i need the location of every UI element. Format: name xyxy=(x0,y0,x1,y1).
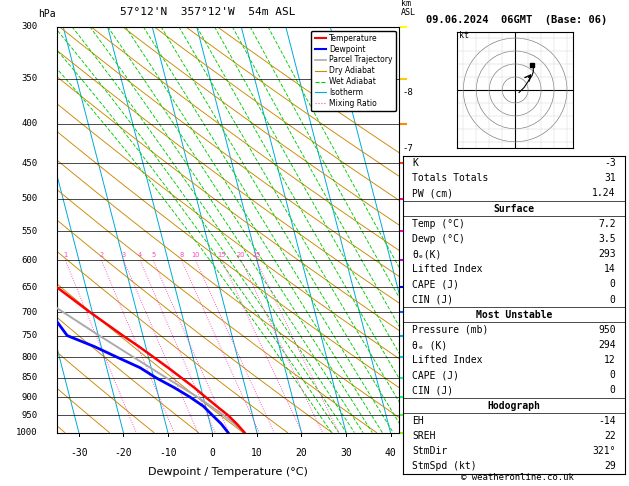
Text: 14: 14 xyxy=(604,264,616,274)
Text: Dewp (°C): Dewp (°C) xyxy=(412,234,465,244)
Legend: Temperature, Dewpoint, Parcel Trajectory, Dry Adiabat, Wet Adiabat, Isotherm, Mi: Temperature, Dewpoint, Parcel Trajectory… xyxy=(311,31,396,111)
Text: 0: 0 xyxy=(610,279,616,289)
Text: -1: -1 xyxy=(402,379,413,388)
Text: 2: 2 xyxy=(99,252,104,258)
Text: © weatheronline.co.uk: © weatheronline.co.uk xyxy=(460,473,574,482)
Text: K: K xyxy=(412,158,418,168)
Text: Lifted Index: Lifted Index xyxy=(412,355,482,365)
Text: 400: 400 xyxy=(21,119,38,128)
Text: Mixing Ratio (g/kg): Mixing Ratio (g/kg) xyxy=(453,184,463,276)
Text: PW (cm): PW (cm) xyxy=(412,189,453,198)
Text: Temp (°C): Temp (°C) xyxy=(412,219,465,229)
Text: kt: kt xyxy=(459,31,469,40)
Text: 350: 350 xyxy=(21,74,38,83)
Text: 30: 30 xyxy=(340,448,352,458)
Text: 293: 293 xyxy=(598,249,616,259)
Text: km
ASL: km ASL xyxy=(401,0,416,17)
Text: Totals Totals: Totals Totals xyxy=(412,173,489,183)
Text: 0: 0 xyxy=(610,385,616,396)
Text: 29: 29 xyxy=(604,461,616,471)
Text: 8: 8 xyxy=(179,252,184,258)
Text: -3: -3 xyxy=(402,315,413,324)
Text: θₑ (K): θₑ (K) xyxy=(412,340,447,350)
Text: 57°12'N  357°12'W  54m ASL: 57°12'N 357°12'W 54m ASL xyxy=(120,7,295,17)
Text: -4: -4 xyxy=(402,272,413,281)
Text: 900: 900 xyxy=(21,393,38,401)
Text: -6: -6 xyxy=(402,191,413,200)
Text: -8: -8 xyxy=(402,88,413,97)
Text: 800: 800 xyxy=(21,353,38,362)
Text: EH: EH xyxy=(412,416,424,426)
Text: Pressure (mb): Pressure (mb) xyxy=(412,325,489,335)
Text: 31: 31 xyxy=(604,173,616,183)
Text: 750: 750 xyxy=(21,331,38,340)
Text: 20: 20 xyxy=(296,448,308,458)
Text: 1.24: 1.24 xyxy=(593,189,616,198)
Text: StmSpd (kt): StmSpd (kt) xyxy=(412,461,477,471)
Text: -7: -7 xyxy=(402,143,413,153)
Text: CAPE (J): CAPE (J) xyxy=(412,279,459,289)
Text: 294: 294 xyxy=(598,340,616,350)
Text: 3.5: 3.5 xyxy=(598,234,616,244)
Text: 600: 600 xyxy=(21,256,38,265)
Text: -20: -20 xyxy=(114,448,132,458)
Text: 40: 40 xyxy=(385,448,396,458)
Text: 0: 0 xyxy=(610,295,616,305)
Text: hPa: hPa xyxy=(38,9,55,18)
Text: 25: 25 xyxy=(252,252,260,258)
Text: CIN (J): CIN (J) xyxy=(412,385,453,396)
Text: 700: 700 xyxy=(21,308,38,317)
Text: -30: -30 xyxy=(70,448,87,458)
Text: 300: 300 xyxy=(21,22,38,31)
Text: CAPE (J): CAPE (J) xyxy=(412,370,459,381)
Text: Surface: Surface xyxy=(493,204,535,213)
Text: 500: 500 xyxy=(21,194,38,204)
Text: SREH: SREH xyxy=(412,431,435,441)
Text: 950: 950 xyxy=(598,325,616,335)
Text: 321°: 321° xyxy=(593,446,616,456)
Text: θₑ(K): θₑ(K) xyxy=(412,249,442,259)
Text: 5: 5 xyxy=(151,252,155,258)
Text: 0: 0 xyxy=(610,370,616,381)
Text: CIN (J): CIN (J) xyxy=(412,295,453,305)
Text: 10: 10 xyxy=(191,252,200,258)
Text: 09.06.2024  06GMT  (Base: 06): 09.06.2024 06GMT (Base: 06) xyxy=(426,15,608,25)
Text: LCL: LCL xyxy=(402,410,417,419)
Text: 7.2: 7.2 xyxy=(598,219,616,229)
Text: -10: -10 xyxy=(159,448,177,458)
Text: -3: -3 xyxy=(604,158,616,168)
Text: -14: -14 xyxy=(598,416,616,426)
Text: 650: 650 xyxy=(21,283,38,292)
Text: 950: 950 xyxy=(21,411,38,420)
Text: 15: 15 xyxy=(218,252,226,258)
Text: 1: 1 xyxy=(64,252,67,258)
Text: 450: 450 xyxy=(21,159,38,168)
Text: Lifted Index: Lifted Index xyxy=(412,264,482,274)
Text: 850: 850 xyxy=(21,373,38,382)
Text: -5: -5 xyxy=(402,233,413,242)
Text: 0: 0 xyxy=(209,448,215,458)
Text: 12: 12 xyxy=(604,355,616,365)
Text: 20: 20 xyxy=(237,252,245,258)
Text: Hodograph: Hodograph xyxy=(487,400,540,411)
Text: Dewpoint / Temperature (°C): Dewpoint / Temperature (°C) xyxy=(148,467,308,477)
Text: 22: 22 xyxy=(604,431,616,441)
Text: -2: -2 xyxy=(402,351,413,360)
Text: 10: 10 xyxy=(251,448,263,458)
Text: 550: 550 xyxy=(21,226,38,236)
Text: StmDir: StmDir xyxy=(412,446,447,456)
Text: 4: 4 xyxy=(138,252,142,258)
Text: 1000: 1000 xyxy=(16,428,38,437)
Text: 3: 3 xyxy=(121,252,126,258)
Text: Most Unstable: Most Unstable xyxy=(476,310,552,320)
